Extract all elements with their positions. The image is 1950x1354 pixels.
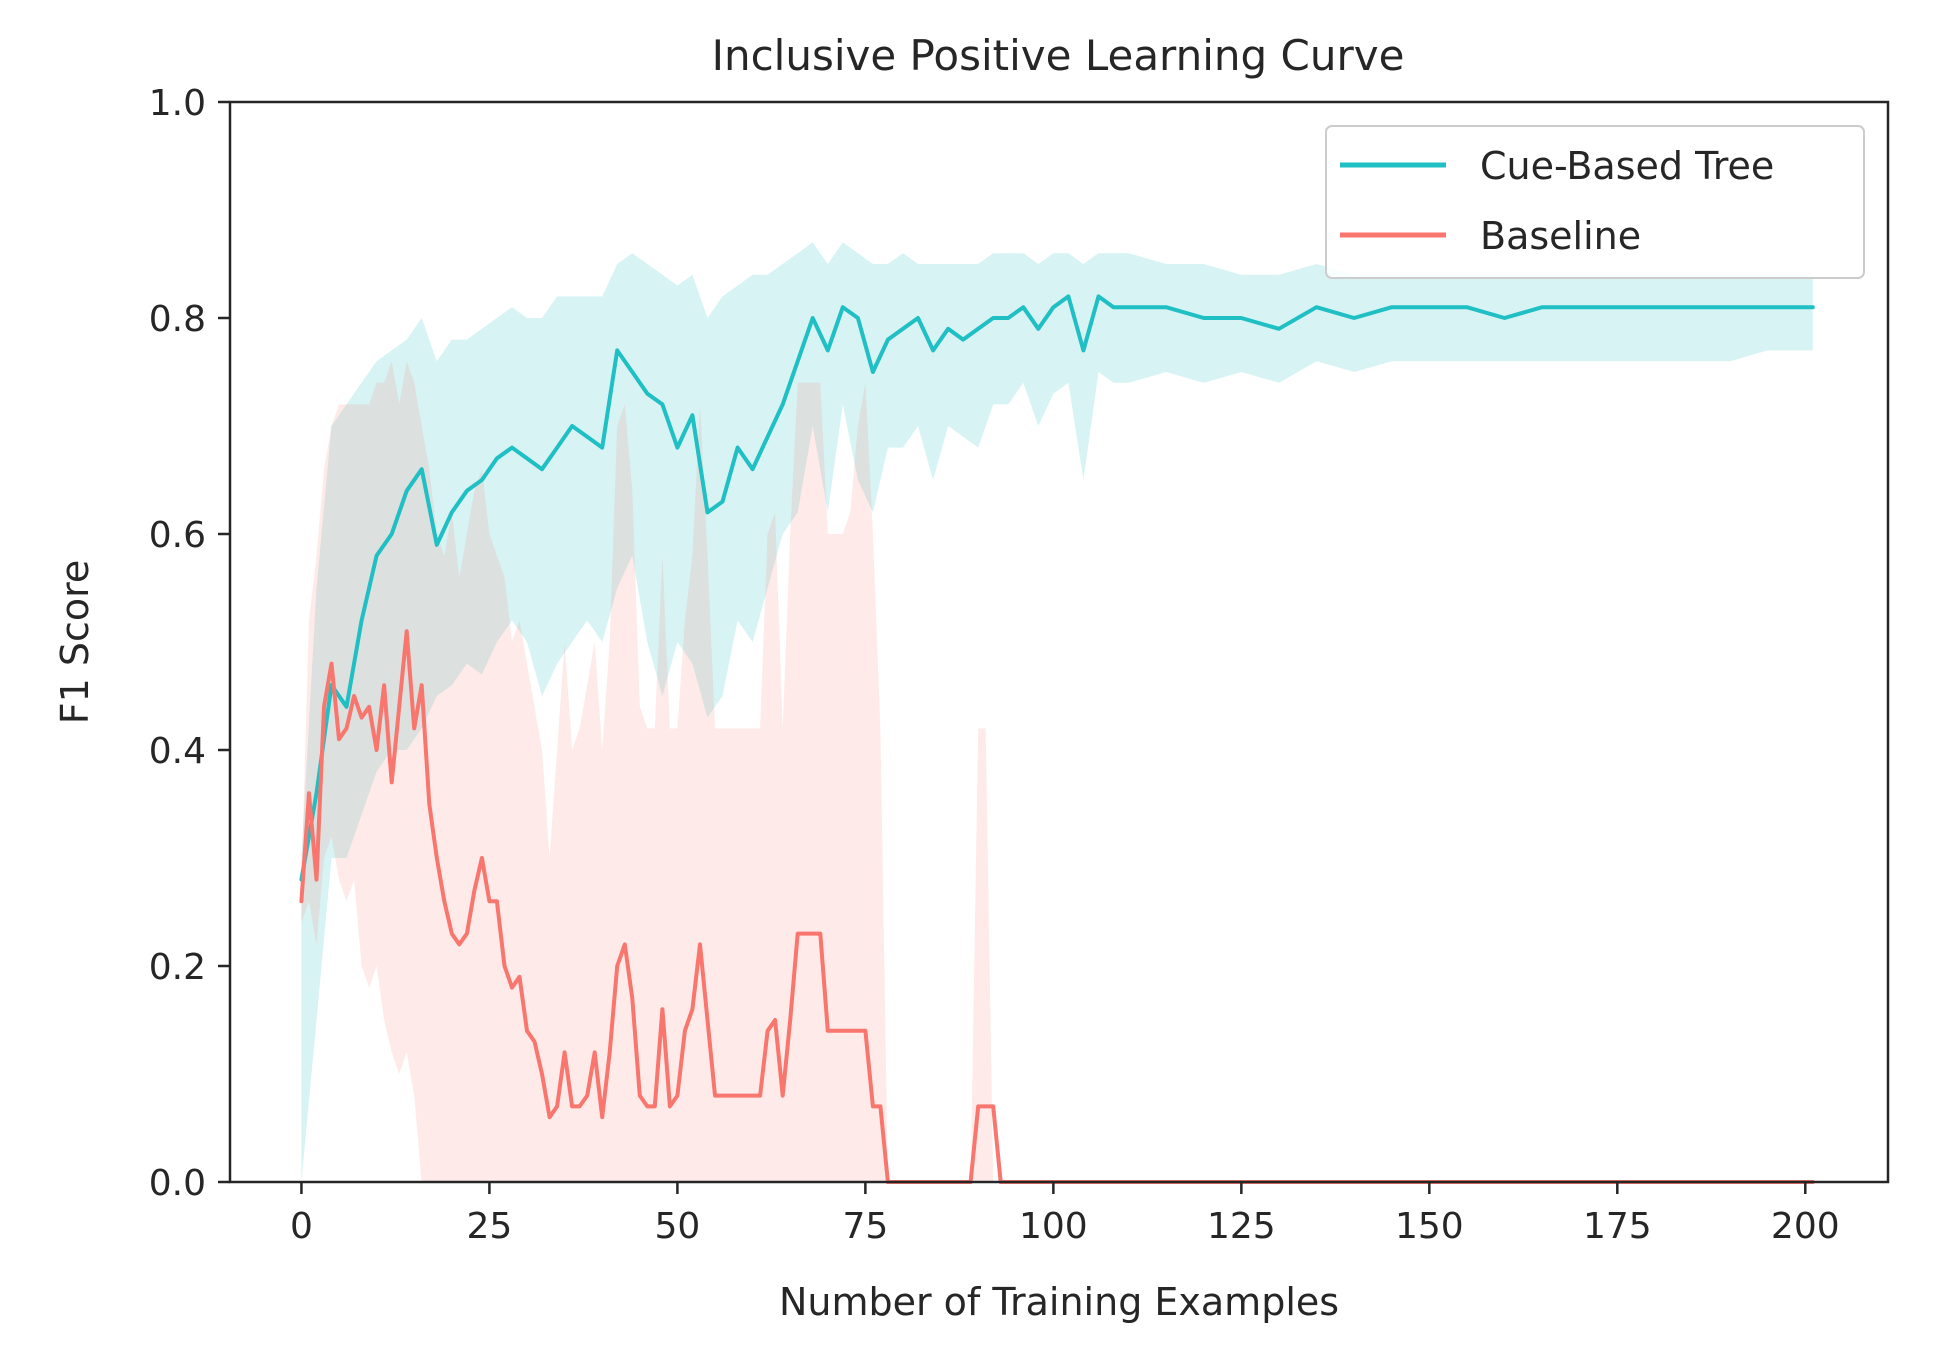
x-tick-label: 0 (290, 1206, 313, 1247)
band-baseline (301, 361, 1813, 1182)
y-tick-label: 0.4 (149, 731, 206, 772)
x-tick-label: 175 (1583, 1206, 1652, 1247)
plot-frame (228, 100, 1890, 1184)
legend-label-cue-based-tree: Cue-Based Tree (1480, 144, 1774, 188)
legend-box (1325, 125, 1865, 279)
x-tick-label: 100 (1019, 1206, 1088, 1247)
y-tick-label: 0.2 (149, 947, 206, 988)
legend-label-baseline: Baseline (1480, 214, 1641, 258)
legend: Cue-Based Tree Baseline (1325, 125, 1865, 279)
y-axis-label: F1 Score (53, 560, 97, 725)
y-axis: 0.0 0.2 0.4 0.6 0.8 1.0 (149, 83, 230, 1204)
line-baseline (299, 629, 1815, 1184)
line-cue-based-tree (299, 294, 1815, 882)
x-tick-label: 200 (1771, 1206, 1840, 1247)
band-cue-based-tree (301, 242, 1813, 1182)
confidence-bands (301, 242, 1813, 1182)
series-lines (299, 294, 1815, 1184)
y-tick-label: 0.6 (149, 515, 206, 556)
chart-title: Inclusive Positive Learning Curve (712, 31, 1405, 80)
x-tick-label: 125 (1207, 1206, 1276, 1247)
y-tick-label: 0.8 (149, 299, 206, 340)
y-tick-label: 1.0 (149, 83, 206, 124)
y-tick-label: 0.0 (149, 1163, 206, 1204)
x-tick-label: 150 (1395, 1206, 1464, 1247)
x-axis-label: Number of Training Examples (779, 1280, 1339, 1324)
x-axis: 0 25 50 75 100 125 150 175 200 (290, 1182, 1840, 1247)
x-tick-label: 75 (842, 1206, 888, 1247)
x-tick-label: 50 (654, 1206, 700, 1247)
x-tick-label: 25 (467, 1206, 513, 1247)
plot-area (299, 242, 1815, 1184)
